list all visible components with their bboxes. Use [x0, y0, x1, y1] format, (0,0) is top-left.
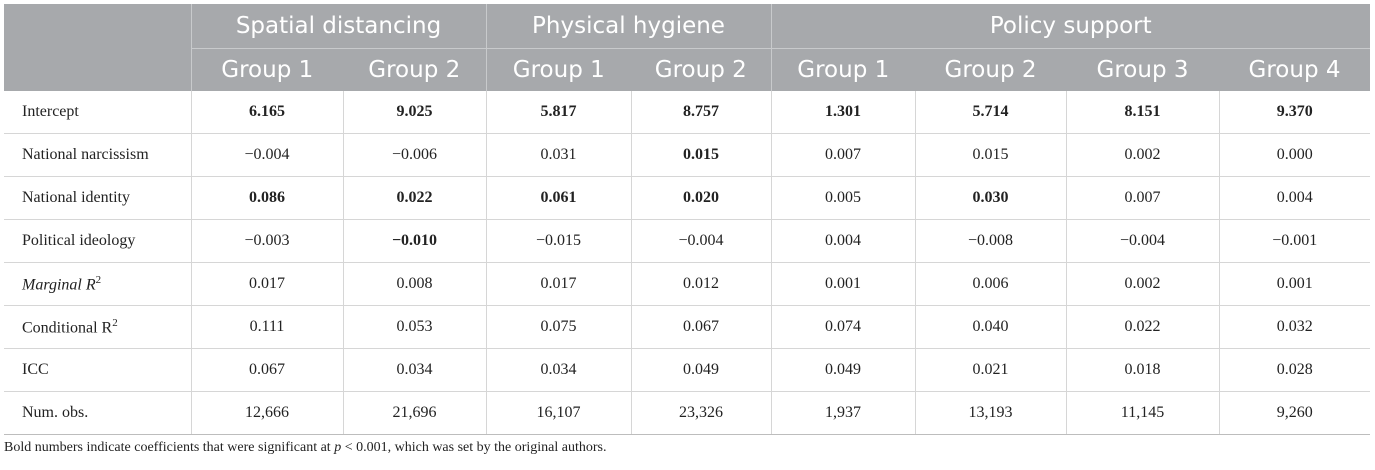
table-body: Intercept 6.165 9.025 5.817 8.757 1.301 5.714 8… [4, 91, 1371, 435]
table-cell: 0.008 [342, 262, 486, 306]
table-cell: 0.001 [1218, 262, 1371, 306]
table-cell: 0.049 [770, 348, 915, 392]
table-cell: 0.005 [770, 176, 915, 220]
table-footnote: Bold numbers indicate coefficients that … [4, 440, 607, 455]
table-row: Conditional R2 0.111 0.053 0.075 0.067 0.074 0… [4, 305, 1371, 349]
table-cell: −0.015 [485, 219, 631, 263]
table-cell: 5.714 [914, 91, 1066, 134]
header-group-policy-support: Policy support [770, 4, 1371, 49]
results-table-container: Spatial distancing Physical hygiene Poli… [4, 4, 1371, 435]
row-label: Conditional R2 [4, 305, 191, 349]
header-group-spatial-distancing: Spatial distancing [190, 4, 486, 49]
table-cell: 0.020 [630, 176, 771, 220]
subheader: Group 1 [190, 48, 343, 91]
table-cell: 0.067 [190, 348, 343, 392]
table-cell: 5.817 [485, 91, 631, 134]
table-cell: −0.010 [342, 219, 486, 263]
table-cell: 0.030 [914, 176, 1066, 220]
table-cell: 0.007 [770, 133, 915, 177]
subheader: Group 1 [485, 48, 631, 91]
table-cell: 0.049 [630, 348, 771, 392]
table-cell: 9,260 [1218, 391, 1371, 435]
table-cell: −0.008 [914, 219, 1066, 263]
table-cell: 0.075 [485, 305, 631, 349]
table-header: Spatial distancing Physical hygiene Poli… [4, 4, 1371, 91]
row-label: National narcissism [4, 133, 191, 177]
row-label: National identity [4, 176, 191, 220]
table-cell: 0.031 [485, 133, 631, 177]
subheader: Group 4 [1219, 48, 1371, 91]
table-cell: −0.003 [190, 219, 343, 263]
subheader: Group 2 [915, 48, 1066, 91]
header-corner [4, 4, 191, 91]
table-cell: 13,193 [914, 391, 1066, 435]
table-cell: −0.004 [630, 219, 771, 263]
table-row: Num. obs. 12,666 21,696 16,107 23,326 1,937 13… [4, 391, 1371, 435]
table-cell: −0.004 [1065, 219, 1219, 263]
table-cell: 9.370 [1218, 91, 1371, 134]
table-cell: 0.040 [914, 305, 1066, 349]
table-cell: −0.001 [1218, 219, 1371, 263]
table-cell: 0.086 [190, 176, 343, 220]
table-row: Intercept 6.165 9.025 5.817 8.757 1.301 5.714 8… [4, 91, 1371, 134]
table-cell: 0.000 [1218, 133, 1371, 177]
row-label: Num. obs. [4, 391, 191, 435]
table-cell: 0.015 [914, 133, 1066, 177]
table-cell: 0.034 [342, 348, 486, 392]
table-cell: 0.017 [485, 262, 631, 306]
table-cell: 0.067 [630, 305, 771, 349]
subheader: Group 2 [631, 48, 771, 91]
table-cell: 0.061 [485, 176, 631, 220]
table-cell: 0.034 [485, 348, 631, 392]
table-cell: 0.111 [190, 305, 343, 349]
table-cell: 9.025 [342, 91, 486, 134]
table-cell: 0.028 [1218, 348, 1371, 392]
table-cell: 0.002 [1065, 133, 1219, 177]
table-cell: 1,937 [770, 391, 915, 435]
table-cell: 8.757 [630, 91, 771, 134]
row-label: Political ideology [4, 219, 191, 263]
table-cell: 0.021 [914, 348, 1066, 392]
table-cell: 0.022 [342, 176, 486, 220]
subheader: Group 2 [343, 48, 486, 91]
subheader: Group 1 [770, 48, 915, 91]
table-row: Political ideology −0.003 −0.010 −0.015 −0.0… [4, 219, 1371, 263]
table-cell: 0.053 [342, 305, 486, 349]
table-cell: 0.006 [914, 262, 1066, 306]
table-cell: 0.012 [630, 262, 771, 306]
table-cell: 0.004 [1218, 176, 1371, 220]
table-cell: 0.001 [770, 262, 915, 306]
table-cell: 0.074 [770, 305, 915, 349]
table-cell: −0.004 [190, 133, 343, 177]
table-cell: 0.004 [770, 219, 915, 263]
table-cell: 0.007 [1065, 176, 1219, 220]
table-cell: 16,107 [485, 391, 631, 435]
table-cell: −0.006 [342, 133, 486, 177]
table-row: Marginal R2 0.017 0.008 0.017 0.012 0.001 0.00… [4, 262, 1371, 306]
table-cell: 0.022 [1065, 305, 1219, 349]
subheader: Group 3 [1066, 48, 1219, 91]
row-label: Intercept [4, 91, 191, 134]
table-cell: 6.165 [190, 91, 343, 134]
table-cell: 1.301 [770, 91, 915, 134]
table-cell: 12,666 [190, 391, 343, 435]
table-cell: 8.151 [1065, 91, 1219, 134]
table-cell: 21,696 [342, 391, 486, 435]
table-cell: 0.015 [630, 133, 771, 177]
table-cell: 0.032 [1218, 305, 1371, 349]
row-label: Marginal R2 [4, 262, 191, 306]
header-group-physical-hygiene: Physical hygiene [485, 4, 771, 49]
table-cell: 0.017 [190, 262, 343, 306]
results-table: Spatial distancing Physical hygiene Poli… [4, 4, 1371, 435]
table-cell: 23,326 [630, 391, 771, 435]
table-row: National identity 0.086 0.022 0.061 0.020 0.0… [4, 176, 1371, 220]
table-cell: 11,145 [1065, 391, 1219, 435]
row-label: ICC [4, 348, 191, 392]
table-cell: 0.018 [1065, 348, 1219, 392]
table-row: National narcissism −0.004 −0.006 0.031 0.01… [4, 133, 1371, 177]
table-cell: 0.002 [1065, 262, 1219, 306]
table-row: ICC 0.067 0.034 0.034 0.049 0.049 0.021 0.018 0.… [4, 348, 1371, 392]
